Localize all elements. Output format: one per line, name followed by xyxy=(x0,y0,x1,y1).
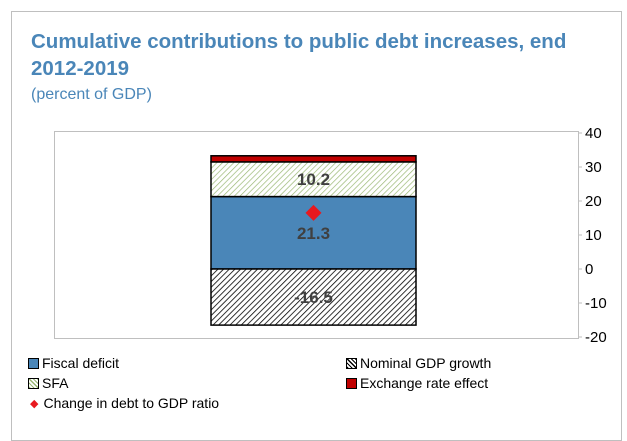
y-tick-label: 40 xyxy=(585,125,602,142)
data-label-nominal-gdp-growth: -16.5 xyxy=(294,288,333,307)
legend-swatch-fiscal-deficit xyxy=(28,357,39,369)
y-tick-label: 30 xyxy=(585,159,602,176)
data-label-sfa: 10.2 xyxy=(297,170,330,189)
marker-change-in-debt xyxy=(305,204,322,221)
legend-swatch-sfa xyxy=(28,377,39,389)
y-tick-label: -10 xyxy=(585,295,607,312)
legend-item-nominal-gdp-growth: Nominal GDP growth xyxy=(346,355,491,371)
bar-segment-nominal-gdp-growth xyxy=(210,268,417,326)
legend-label-fiscal-deficit: Fiscal deficit xyxy=(42,355,120,371)
legend-label-nominal-gdp-growth: Nominal GDP growth xyxy=(360,355,492,371)
legend-item-change-in-debt: ◆ Change in debt to GDP ratio xyxy=(28,395,219,411)
y-tick-label: 10 xyxy=(585,227,602,244)
legend-item-fiscal-deficit: Fiscal deficit xyxy=(28,355,119,371)
y-tick-label: 0 xyxy=(585,261,593,278)
legend-label-sfa: SFA xyxy=(42,375,69,391)
data-label-fiscal-deficit: 21.3 xyxy=(297,224,330,243)
chart-subtitle: (percent of GDP) xyxy=(31,86,152,103)
legend-item-exchange-rate-effect: Exchange rate effect xyxy=(346,375,488,391)
legend-item-sfa: SFA xyxy=(28,375,68,391)
bar-segment-exchange-rate-effect xyxy=(210,155,417,163)
bar-segment-sfa xyxy=(210,161,417,198)
legend-label-change-in-debt: Change in debt to GDP ratio xyxy=(43,395,220,411)
legend-swatch-nominal-gdp-growth xyxy=(346,357,357,369)
chart-title: Cumulative contributions to public debt … xyxy=(31,30,567,80)
legend-label-exchange-rate-effect: Exchange rate effect xyxy=(360,375,489,391)
chart-svg: 21.3 10.2 -16.5 40 30 20 10 0 -10 -20 xyxy=(210,125,607,346)
y-tick-label: 20 xyxy=(585,193,602,210)
diamond-icon: ◆ xyxy=(30,397,39,410)
y-tick-label: -20 xyxy=(585,329,607,346)
legend-swatch-exchange-rate-effect xyxy=(346,377,357,389)
